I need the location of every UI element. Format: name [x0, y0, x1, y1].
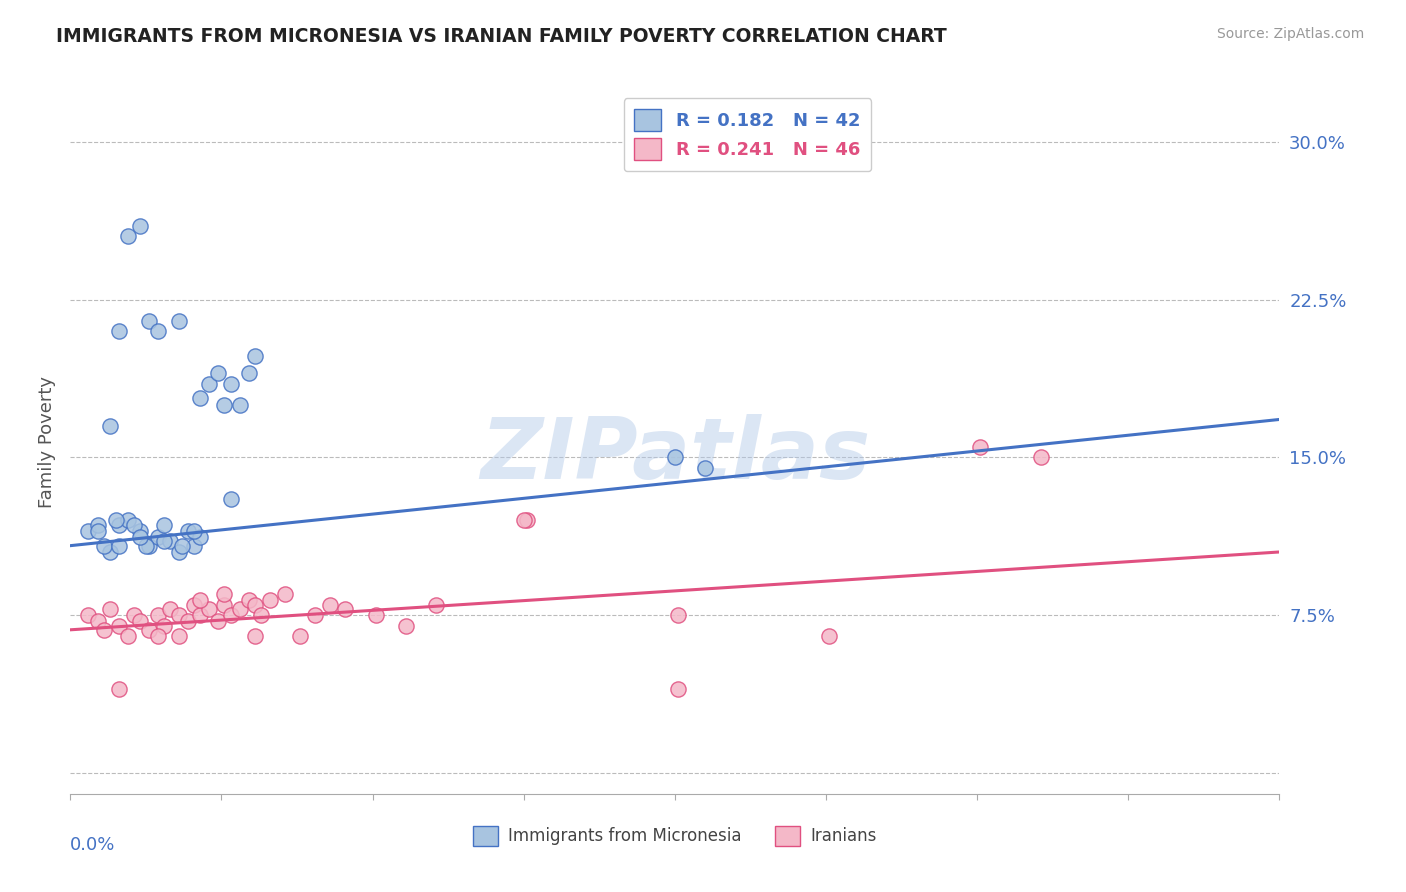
Point [274, 587, 297, 601]
Point [146, 530, 169, 544]
Point [117, 513, 139, 527]
Point [153, 618, 176, 632]
Point [128, 530, 150, 544]
Point [259, 593, 281, 607]
Point [238, 593, 260, 607]
Point [214, 587, 236, 601]
Point [177, 615, 200, 629]
Point [516, 513, 538, 527]
Point [77, 608, 100, 623]
Point [86, 524, 108, 538]
Point [188, 392, 211, 406]
Point [167, 629, 190, 643]
Point [86, 615, 108, 629]
Point [167, 545, 190, 559]
Point [969, 440, 991, 454]
Point [135, 539, 157, 553]
Point [128, 219, 150, 233]
Point [188, 530, 211, 544]
Point [249, 608, 271, 623]
Point [159, 601, 181, 615]
Point [146, 608, 169, 623]
Point [198, 376, 221, 391]
Point [122, 608, 145, 623]
Text: ZIPatlas: ZIPatlas [479, 414, 870, 497]
Point [1029, 450, 1052, 465]
Point [304, 608, 326, 623]
Point [104, 513, 127, 527]
Point [188, 593, 211, 607]
Text: 0.0%: 0.0% [70, 836, 115, 855]
Point [364, 608, 387, 623]
Point [664, 450, 686, 465]
Point [666, 681, 689, 696]
Y-axis label: Family Poverty: Family Poverty [38, 376, 56, 508]
Point [219, 376, 242, 391]
Point [425, 598, 447, 612]
Point [228, 601, 250, 615]
Point [183, 539, 205, 553]
Point [146, 629, 169, 643]
Point [167, 313, 190, 327]
Point [183, 598, 205, 612]
Point [319, 598, 342, 612]
Point [335, 601, 357, 615]
Point [107, 681, 129, 696]
Point [219, 492, 242, 507]
Point [138, 313, 160, 327]
Point [214, 398, 236, 412]
Point [159, 534, 181, 549]
Point [188, 608, 211, 623]
Point [219, 608, 242, 623]
Point [207, 366, 229, 380]
Point [207, 615, 229, 629]
Point [98, 545, 121, 559]
Point [117, 629, 139, 643]
Point [138, 539, 160, 553]
Point [122, 517, 145, 532]
Point [98, 418, 121, 433]
Point [693, 460, 716, 475]
Point [288, 629, 311, 643]
Point [818, 629, 841, 643]
Point [153, 517, 176, 532]
Point [513, 513, 536, 527]
Point [146, 324, 169, 338]
Point [198, 601, 221, 615]
Point [98, 601, 121, 615]
Point [228, 398, 250, 412]
Point [128, 615, 150, 629]
Point [128, 524, 150, 538]
Point [238, 366, 260, 380]
Point [138, 623, 160, 637]
Point [177, 524, 200, 538]
Point [153, 534, 176, 549]
Point [167, 608, 190, 623]
Point [172, 539, 194, 553]
Legend: Immigrants from Micronesia, Iranians: Immigrants from Micronesia, Iranians [463, 815, 887, 856]
Point [77, 524, 100, 538]
Point [243, 598, 266, 612]
Point [243, 629, 266, 643]
Text: IMMIGRANTS FROM MICRONESIA VS IRANIAN FAMILY POVERTY CORRELATION CHART: IMMIGRANTS FROM MICRONESIA VS IRANIAN FA… [56, 27, 948, 45]
Point [214, 598, 236, 612]
Text: Source: ZipAtlas.com: Source: ZipAtlas.com [1216, 27, 1364, 41]
Point [107, 324, 129, 338]
Point [107, 539, 129, 553]
Point [243, 349, 266, 363]
Point [395, 618, 418, 632]
Point [93, 539, 115, 553]
Point [107, 517, 129, 532]
Point [107, 618, 129, 632]
Point [86, 517, 108, 532]
Point [183, 524, 205, 538]
Point [117, 229, 139, 244]
Point [666, 608, 689, 623]
Point [93, 623, 115, 637]
